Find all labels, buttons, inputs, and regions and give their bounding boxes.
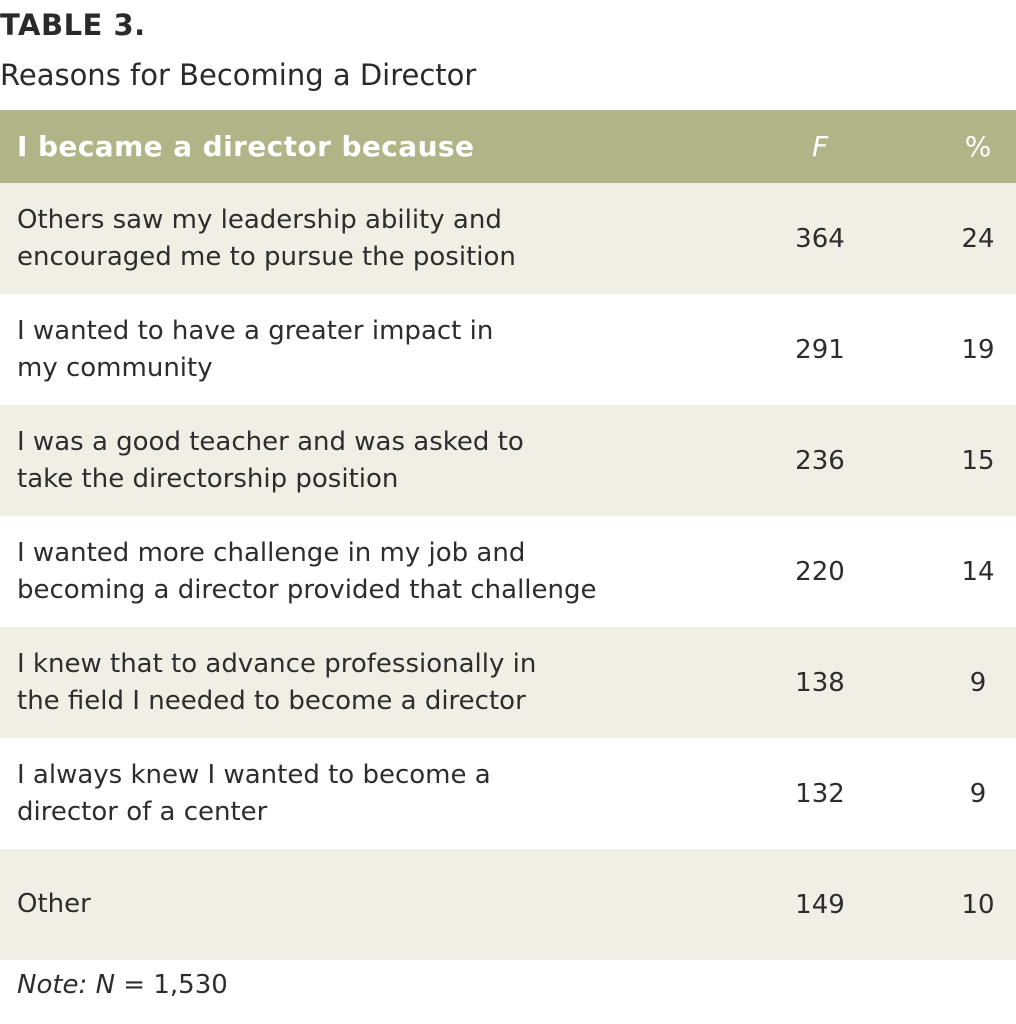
header-percent: % xyxy=(964,130,992,163)
reasons-table: I became a director because F % Others s… xyxy=(0,110,1016,960)
frequency-cell: 220 xyxy=(795,556,845,587)
percent-cell: 15 xyxy=(961,445,995,476)
percent-cell: 10 xyxy=(961,889,995,920)
percent-cell: 9 xyxy=(969,778,987,809)
frequency-cell: 236 xyxy=(795,445,845,476)
reason-line-2: director of a center xyxy=(17,796,268,827)
reason-line-1: Other xyxy=(17,889,91,919)
reason-cell: I was a good teacher and was asked to ta… xyxy=(0,424,700,498)
reason-line-2: becoming a director provided that challe… xyxy=(17,574,597,605)
table-row: I always knew I wanted to become a direc… xyxy=(0,738,1016,849)
percent-cell: 9 xyxy=(969,667,987,698)
reason-cell: I knew that to advance professionally in… xyxy=(0,646,700,720)
frequency-cell: 364 xyxy=(795,223,845,254)
reason-line-1: I knew that to advance professionally in xyxy=(17,648,537,679)
note-n-value: = 1,530 xyxy=(115,970,228,1000)
header-frequency: F xyxy=(811,130,829,163)
reason-line-1: I wanted more challenge in my job and xyxy=(17,537,526,568)
reason-cell: I always knew I wanted to become a direc… xyxy=(0,757,700,831)
reason-cell: Other xyxy=(0,886,700,923)
table-row: Other 149 10 xyxy=(0,849,1016,960)
reason-line-1: I always knew I wanted to become a xyxy=(17,759,491,790)
table-row: I was a good teacher and was asked to ta… xyxy=(0,405,1016,516)
note-n-symbol: N xyxy=(95,970,116,1000)
reason-cell: I wanted to have a greater impact in my … xyxy=(0,313,700,387)
table-row: Others saw my leadership ability and enc… xyxy=(0,183,1016,294)
reason-line-2: my community xyxy=(17,352,213,383)
table-title: Reasons for Becoming a Director xyxy=(0,58,477,92)
frequency-cell: 291 xyxy=(795,334,845,365)
table-header-row: I became a director because F % xyxy=(0,110,1016,183)
table-label: TABLE 3. xyxy=(0,8,146,42)
reason-line-2: take the directorship position xyxy=(17,463,399,494)
frequency-cell: 149 xyxy=(795,889,845,920)
reason-line-1: Others saw my leadership ability and xyxy=(17,204,502,235)
table-row: I wanted to have a greater impact in my … xyxy=(0,294,1016,405)
header-reason: I became a director because xyxy=(17,130,475,163)
percent-cell: 19 xyxy=(961,334,995,365)
reason-cell: Others saw my leadership ability and enc… xyxy=(0,202,700,276)
percent-cell: 24 xyxy=(961,223,995,254)
note-label: Note: xyxy=(17,970,88,1000)
table-row: I wanted more challenge in my job and be… xyxy=(0,516,1016,627)
table-row: I knew that to advance professionally in… xyxy=(0,627,1016,738)
reason-line-1: I wanted to have a greater impact in xyxy=(17,315,494,346)
table-note: Note: N = 1,530 xyxy=(17,970,228,1000)
reason-line-1: I was a good teacher and was asked to xyxy=(17,426,524,457)
reason-cell: I wanted more challenge in my job and be… xyxy=(0,535,700,609)
reason-line-2: the field I needed to become a director xyxy=(17,685,526,716)
reason-line-2: encouraged me to pursue the position xyxy=(17,241,516,272)
percent-cell: 14 xyxy=(961,556,995,587)
frequency-cell: 138 xyxy=(795,667,845,698)
frequency-cell: 132 xyxy=(795,778,845,809)
